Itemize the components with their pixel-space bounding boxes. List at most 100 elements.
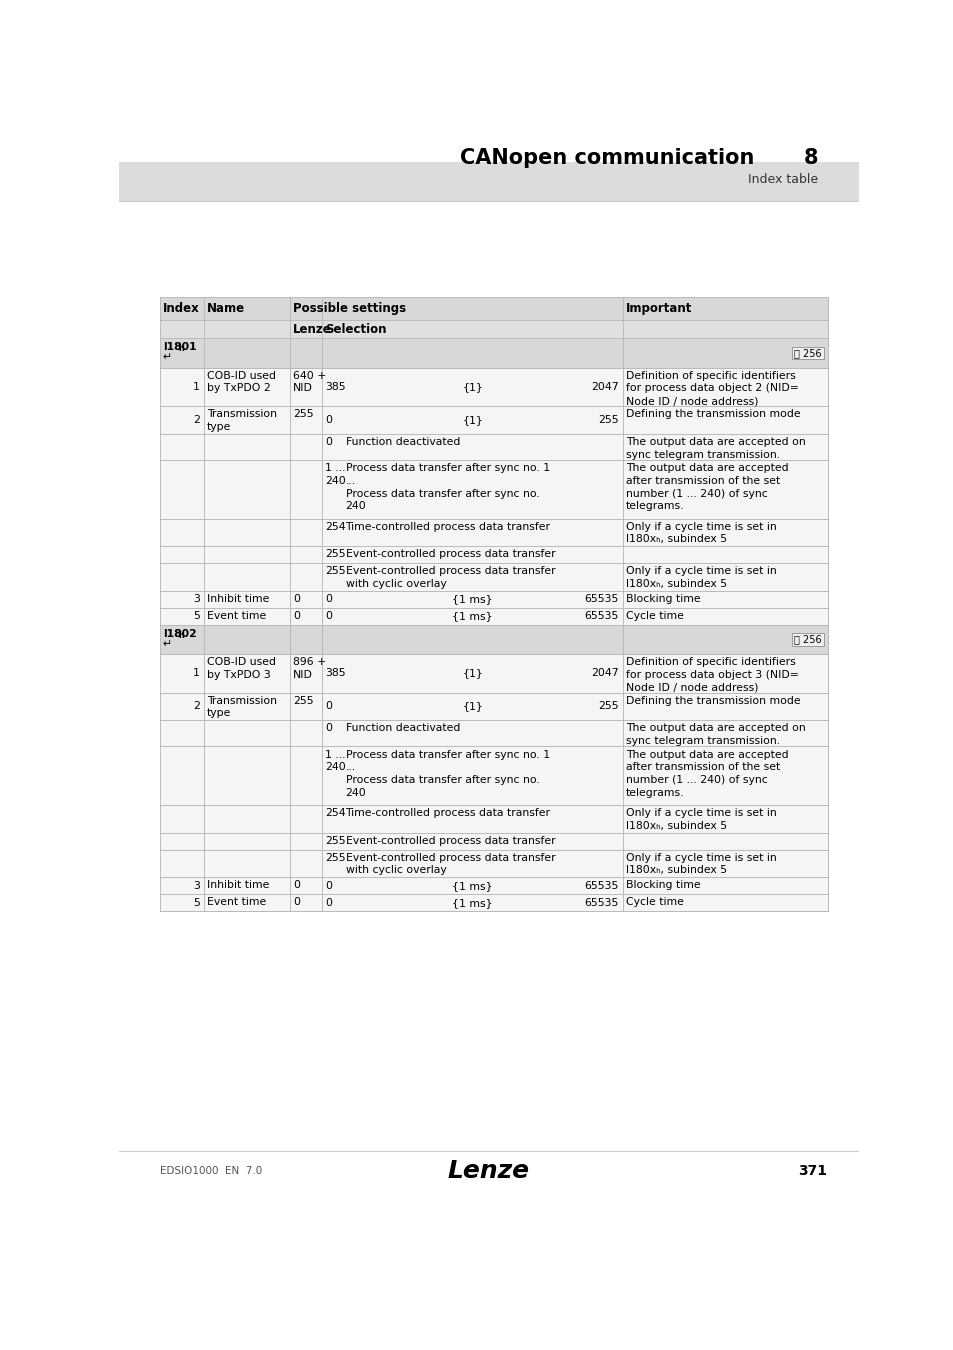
Text: 65535: 65535 (584, 898, 618, 907)
Text: 385: 385 (325, 668, 346, 678)
Bar (119, 131, 858, 201)
Bar (159, 518, 827, 547)
Text: {1}: {1} (462, 702, 482, 711)
Text: Name: Name (207, 302, 245, 315)
Bar (159, 339, 827, 367)
Text: 0: 0 (325, 880, 332, 891)
Bar (159, 833, 827, 849)
Text: l1802: l1802 (162, 629, 196, 639)
Bar (159, 547, 827, 563)
Text: 8: 8 (803, 147, 818, 167)
Text: h: h (178, 630, 184, 640)
Text: Process data transfer after sync no. 1
...
Process data transfer after sync no.
: Process data transfer after sync no. 1 .… (345, 749, 549, 798)
Text: The output data are accepted
after transmission of the set
number (1 ... 240) of: The output data are accepted after trans… (625, 749, 788, 798)
Text: 1: 1 (193, 668, 199, 678)
Text: 255: 255 (598, 702, 618, 711)
Text: Event time: Event time (207, 898, 266, 907)
Text: Important: Important (625, 302, 692, 315)
Text: Transmission
type: Transmission type (207, 409, 276, 432)
Text: 2047: 2047 (591, 668, 618, 678)
Text: 255: 255 (325, 549, 346, 559)
Text: 65535: 65535 (584, 594, 618, 605)
Text: 0: 0 (293, 612, 299, 621)
Text: Event-controlled process data transfer: Event-controlled process data transfer (345, 836, 555, 845)
Text: 896 +
NID: 896 + NID (293, 657, 326, 680)
Text: Index table: Index table (747, 173, 818, 186)
Text: Event-controlled process data transfer
with cyclic overlay: Event-controlled process data transfer w… (345, 566, 555, 589)
Text: ↵: ↵ (162, 352, 172, 362)
Bar (159, 849, 827, 878)
Bar (159, 297, 827, 911)
Text: 255: 255 (325, 566, 346, 576)
Text: 2: 2 (193, 414, 199, 425)
Text: Definition of specific identifiers
for process data object 2 (NID=
Node ID / nod: Definition of specific identifiers for p… (625, 371, 798, 406)
Bar (159, 433, 827, 460)
Text: ↵: ↵ (162, 639, 172, 648)
Bar (159, 367, 827, 406)
Text: ⎙ 256: ⎙ 256 (794, 348, 821, 358)
Text: l1801: l1801 (162, 342, 196, 352)
Text: Selection: Selection (325, 323, 387, 336)
Text: Cycle time: Cycle time (625, 898, 683, 907)
Text: Time-controlled process data transfer: Time-controlled process data transfer (345, 809, 550, 818)
Text: Event-controlled process data transfer
with cyclic overlay: Event-controlled process data transfer w… (345, 853, 555, 876)
Text: 255: 255 (598, 414, 618, 425)
Text: 3: 3 (193, 594, 199, 605)
Text: 2047: 2047 (591, 382, 618, 391)
Bar (159, 608, 827, 625)
Text: COB-ID used
by TxPDO 2: COB-ID used by TxPDO 2 (207, 371, 275, 393)
Text: Function deactivated: Function deactivated (345, 724, 459, 733)
Text: 254: 254 (325, 809, 346, 818)
Text: Index: Index (162, 302, 199, 315)
Text: 1 ...
240: 1 ... 240 (325, 463, 346, 486)
Bar (159, 721, 827, 747)
Bar (159, 625, 827, 653)
Text: 0: 0 (293, 880, 299, 891)
Bar (159, 591, 827, 608)
Text: Function deactivated: Function deactivated (345, 437, 459, 447)
Text: Definition of specific identifiers
for process data object 3 (NID=
Node ID / nod: Definition of specific identifiers for p… (625, 657, 798, 693)
Text: 255: 255 (293, 409, 314, 418)
Text: 0: 0 (293, 898, 299, 907)
Bar (159, 460, 827, 518)
Text: 5: 5 (193, 612, 199, 621)
Text: 2: 2 (193, 702, 199, 711)
Text: 255: 255 (293, 695, 314, 706)
Bar (159, 625, 827, 653)
Text: The output data are accepted
after transmission of the set
number (1 ... 240) of: The output data are accepted after trans… (625, 463, 788, 512)
Text: CANopen communication: CANopen communication (460, 147, 754, 167)
Text: 255: 255 (325, 836, 346, 845)
Text: Only if a cycle time is set in
l180xₕ, subindex 5: Only if a cycle time is set in l180xₕ, s… (625, 853, 776, 876)
Text: h: h (178, 344, 184, 354)
Text: Inhibit time: Inhibit time (207, 880, 269, 891)
Text: 255: 255 (325, 853, 346, 863)
Text: 640 +
NID: 640 + NID (293, 371, 326, 393)
Text: Transmission
type: Transmission type (207, 695, 276, 718)
Text: Process data transfer after sync no. 1
...
Process data transfer after sync no.
: Process data transfer after sync no. 1 .… (345, 463, 549, 512)
Text: Only if a cycle time is set in
l180xₕ, subindex 5: Only if a cycle time is set in l180xₕ, s… (625, 566, 776, 589)
Text: Blocking time: Blocking time (625, 880, 700, 891)
Text: 65535: 65535 (584, 612, 618, 621)
Bar (159, 653, 827, 693)
Bar (791, 347, 823, 359)
Text: Inhibit time: Inhibit time (207, 594, 269, 603)
Text: 1 ...
240: 1 ... 240 (325, 749, 346, 772)
Text: 65535: 65535 (584, 880, 618, 891)
Text: Blocking time: Blocking time (625, 594, 700, 603)
Bar (159, 406, 827, 433)
Text: 1: 1 (193, 382, 199, 391)
Text: Time-controlled process data transfer: Time-controlled process data transfer (345, 521, 550, 532)
Text: 0: 0 (293, 594, 299, 603)
Text: {1}: {1} (462, 668, 482, 678)
Text: {1 ms}: {1 ms} (452, 612, 493, 621)
Bar (159, 297, 827, 320)
Text: 0: 0 (325, 414, 332, 425)
Text: 371: 371 (798, 1164, 827, 1177)
Text: {1 ms}: {1 ms} (452, 880, 493, 891)
Text: The output data are accepted on
sync telegram transmission.: The output data are accepted on sync tel… (625, 724, 805, 747)
Bar (159, 878, 827, 894)
Text: 5: 5 (193, 898, 199, 907)
Text: 254: 254 (325, 521, 346, 532)
Text: {1 ms}: {1 ms} (452, 898, 493, 907)
Text: {1 ms}: {1 ms} (452, 594, 493, 605)
